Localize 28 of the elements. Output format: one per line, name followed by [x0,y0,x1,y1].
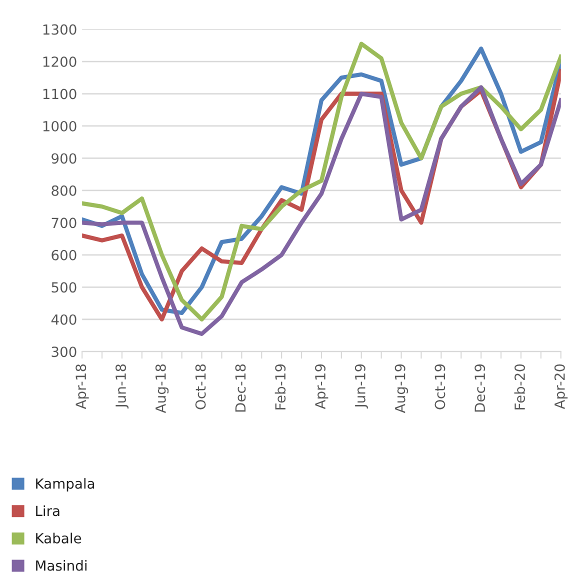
x-tick-label: Apr-20 [554,364,568,410]
legend-label: Lira [36,505,60,516]
legend-label: Kampala [36,478,94,492]
x-tick-label: Feb-20 [514,364,526,410]
x-tick-label: Oct-19 [434,364,446,410]
x-tick-label: Apr-18 [76,364,89,410]
y-tick-label: 300 [52,346,76,358]
x-tick-label: Aug-19 [394,364,408,414]
x-tick-label: Apr-19 [315,364,328,410]
y-tick-label: 1200 [43,56,76,68]
legend-label: Masindi [36,560,86,571]
y-tick-label: 1000 [43,120,76,132]
y-tick-label: 700 [52,218,76,228]
y-tick-label: 600 [52,250,76,260]
y-tick-label: 800 [52,185,76,196]
y-tick-label: 400 [51,314,76,325]
x-tick-label: Jun-19 [354,364,368,409]
x-tick-label: Dec-18 [235,364,246,412]
x-tick-label: Oct-18 [195,364,206,410]
legend-label: Kabale [36,532,82,544]
y-tick-label: 900 [52,153,76,164]
x-tick-label: Aug-18 [155,364,169,414]
y-tick-label: 1300 [43,24,76,35]
y-tick-label: 1100 [43,88,76,100]
y-tick-label: 500 [52,282,76,293]
x-tick-label: Dec-19 [474,364,486,412]
x-tick-label: Feb-19 [274,364,286,410]
x-tick-label: Jun-18 [116,364,129,409]
